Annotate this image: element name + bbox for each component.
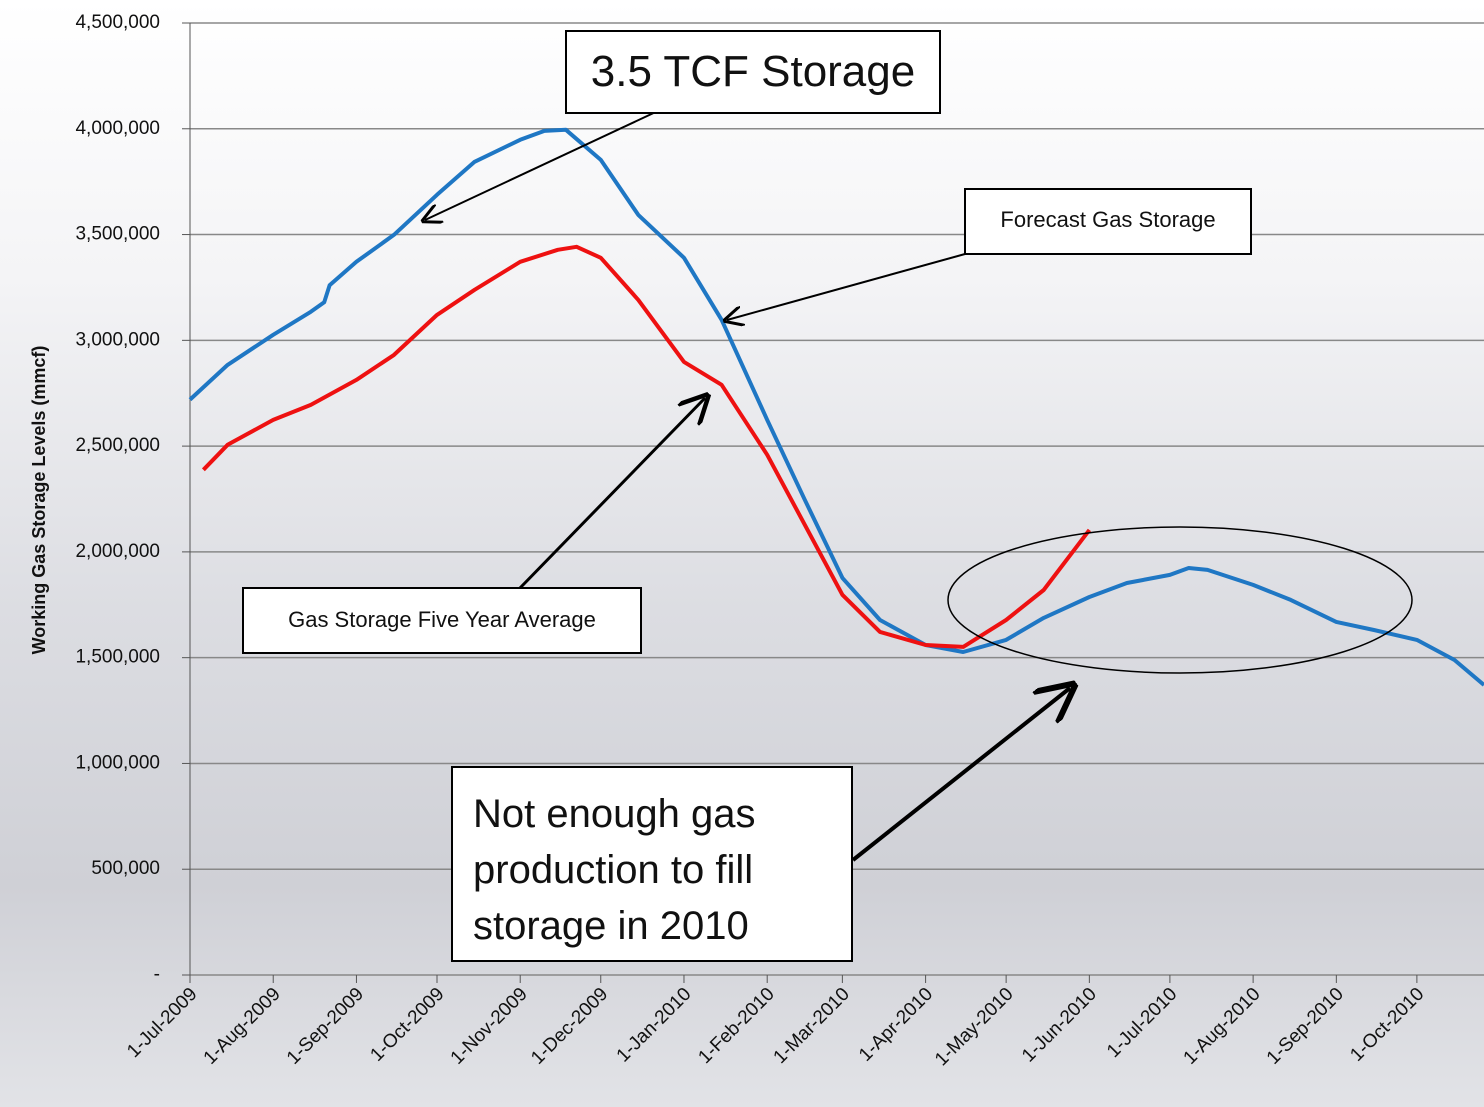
y-tick-label: 500,000	[91, 858, 160, 879]
x-tick-label: 1-Dec-2009	[527, 984, 612, 1069]
annotation: Not enough gas production to fill storag…	[451, 766, 853, 962]
y-tick-label: 1,500,000	[75, 647, 160, 668]
x-tick-label: 1-Aug-2010	[1180, 984, 1265, 1069]
y-tick-label: -	[154, 964, 160, 985]
highlight-ellipse	[948, 527, 1412, 673]
arrow	[727, 254, 965, 320]
x-tick-label: 1-Mar-2010	[770, 984, 854, 1068]
x-tick-label: 1-Oct-2010	[1346, 984, 1428, 1066]
y-tick-label: 3,000,000	[75, 329, 160, 350]
x-tick-label: 1-Jul-2009	[123, 984, 201, 1062]
annotation: 3.5 TCF Storage	[565, 30, 941, 114]
x-tick-label: 1-Nov-2009	[447, 984, 532, 1069]
y-tick-label: 2,500,000	[75, 435, 160, 456]
x-tick-label: 1-Jul-2010	[1103, 984, 1181, 1062]
arrow	[853, 688, 1070, 860]
y-axis-label: Working Gas Storage Levels (mmcf)	[29, 346, 49, 655]
y-tick-label: 2,000,000	[75, 541, 160, 562]
x-tick-label: 1-May-2010	[931, 984, 1018, 1071]
annotation: Gas Storage Five Year Average	[242, 587, 642, 654]
x-tick-label: 1-Jan-2010	[613, 984, 696, 1067]
x-tick-label: 1-Feb-2010	[694, 984, 778, 1068]
annotation: Forecast Gas Storage	[964, 188, 1252, 255]
chart-page: Working Gas Storage Levels (mmcf) - 500,0…	[0, 0, 1484, 1107]
x-tick-label: 1-Oct-2009	[366, 984, 448, 1066]
x-tick-label: 1-Sep-2010	[1263, 984, 1348, 1069]
y-tick-label: 1,000,000	[75, 752, 160, 773]
x-tick-label: 1-Apr-2010	[855, 984, 937, 1066]
y-tick-label: 4,000,000	[75, 118, 160, 139]
arrow	[425, 110, 660, 220]
y-tick-label: 3,500,000	[75, 224, 160, 245]
arrow	[520, 398, 705, 588]
x-tick-label: 1-Aug-2009	[200, 984, 285, 1069]
x-tick-label: 1-Sep-2009	[283, 984, 368, 1069]
y-tick-label: 4,500,000	[75, 12, 160, 33]
x-tick-label: 1-Jun-2010	[1018, 984, 1101, 1067]
